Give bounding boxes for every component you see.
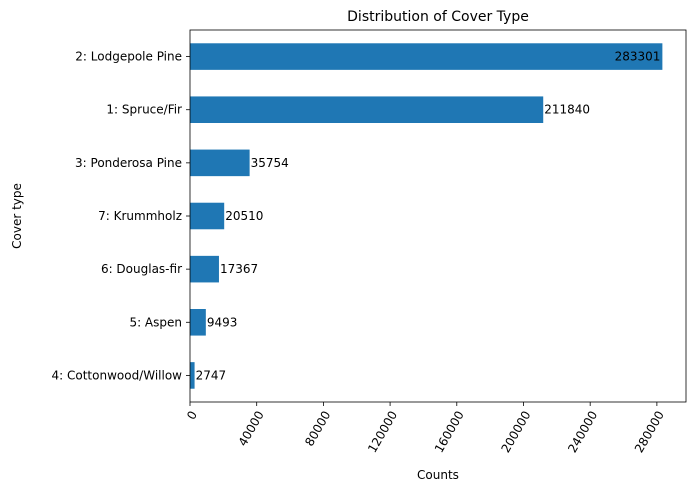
bar — [190, 96, 544, 123]
y-tick-label: 2: Lodgepole Pine — [75, 50, 182, 64]
data-label: 2747 — [196, 368, 227, 382]
data-label: 20510 — [225, 209, 263, 223]
y-tick-label: 6: Douglas-fir — [101, 262, 182, 276]
bar — [190, 43, 663, 70]
y-tick-label: 7: Krummholz — [98, 209, 182, 223]
bar — [190, 149, 250, 177]
data-label: 35754 — [251, 156, 289, 170]
chart-title: Distribution of Cover Type — [347, 9, 529, 25]
x-tick-label: 40000 — [236, 409, 267, 449]
x-axis-label: Counts — [417, 468, 459, 482]
y-axis-label: Cover type — [10, 183, 24, 249]
y-tick-label: 5: Aspen — [129, 315, 182, 329]
bar — [190, 255, 219, 283]
x-tick-label: 280000 — [632, 409, 667, 456]
y-tick-label: 1: Spruce/Fir — [106, 103, 182, 117]
data-label: 17367 — [220, 262, 258, 276]
x-tick-label: 80000 — [302, 409, 333, 449]
bar — [190, 202, 225, 230]
x-tick-label: 160000 — [432, 409, 467, 456]
x-tick-label: 240000 — [565, 409, 600, 456]
x-tick-label: 0 — [184, 409, 200, 423]
y-tick-label: 4: Cottonwood/Willow — [52, 368, 183, 382]
x-tick-label: 200000 — [499, 409, 534, 456]
data-label: 283301 — [615, 50, 661, 64]
y-tick-label: 3: Ponderosa Pine — [75, 156, 182, 170]
data-label: 9493 — [207, 315, 238, 329]
plot-area: 2: Lodgepole Pine 283301 1: Spruce/Fir 2118… — [52, 29, 687, 456]
data-label: 211840 — [544, 103, 590, 117]
x-tick-label: 120000 — [365, 409, 400, 456]
bar — [190, 309, 206, 336]
axes-frame — [189, 29, 687, 403]
bar — [190, 362, 195, 389]
